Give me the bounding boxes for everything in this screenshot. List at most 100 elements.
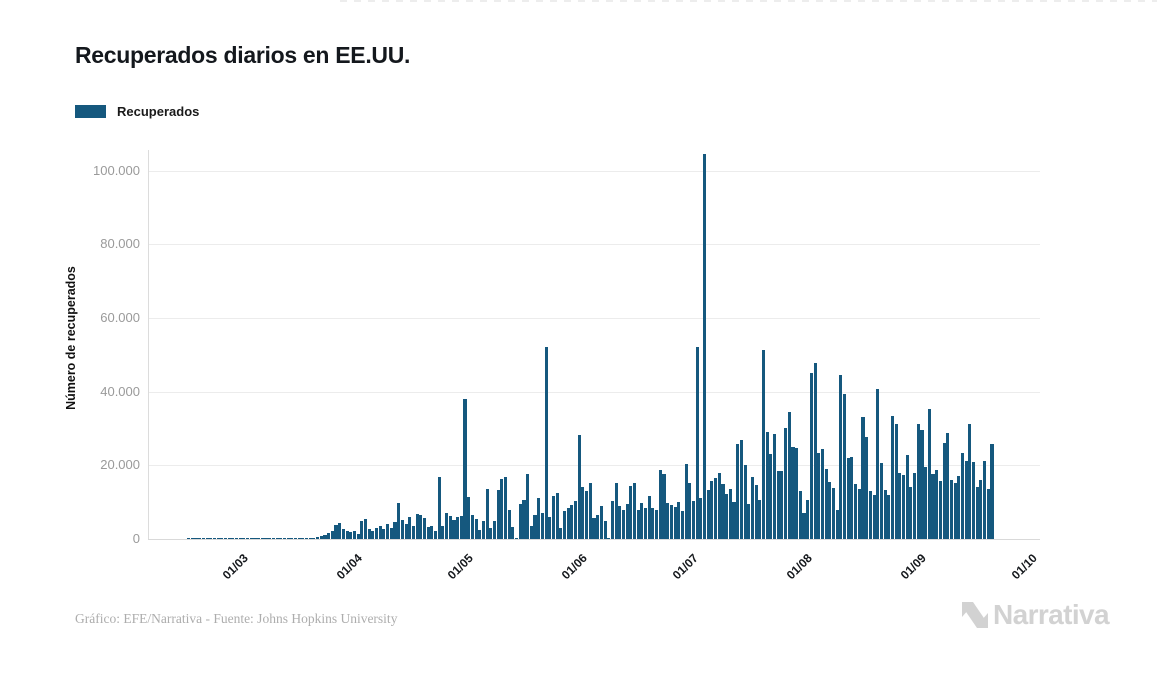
bar xyxy=(865,437,869,539)
bar xyxy=(478,529,482,539)
bar xyxy=(223,538,228,539)
bar xyxy=(894,424,898,539)
bar xyxy=(839,375,843,539)
bar xyxy=(647,496,651,539)
bar xyxy=(695,347,699,539)
bar xyxy=(356,534,360,539)
bar xyxy=(371,530,375,539)
legend-swatch xyxy=(75,105,106,118)
x-tick-label: 01/07 xyxy=(669,551,701,583)
bar xyxy=(964,460,968,539)
bar xyxy=(422,517,427,539)
bar xyxy=(411,525,415,539)
bar xyxy=(360,520,364,539)
bar xyxy=(537,497,541,539)
bar xyxy=(913,472,917,539)
bar xyxy=(614,482,618,539)
bar xyxy=(717,473,721,539)
bar xyxy=(279,538,283,539)
bar xyxy=(437,476,441,539)
bar xyxy=(316,537,320,539)
narrativa-logo: Narrativa xyxy=(960,599,1110,631)
bar xyxy=(898,473,902,539)
bar xyxy=(658,470,662,539)
bar xyxy=(890,415,895,539)
bar xyxy=(824,468,828,539)
bar xyxy=(408,517,412,539)
y-tick-label: 100.000 xyxy=(93,162,140,178)
x-tick-label: 01/06 xyxy=(558,551,590,583)
bar xyxy=(607,537,611,539)
bar xyxy=(618,505,622,539)
bar xyxy=(916,424,920,539)
bar xyxy=(504,477,508,539)
bar xyxy=(341,529,345,539)
legend: Recuperados xyxy=(75,104,199,119)
legend-label: Recuperados xyxy=(117,104,200,119)
bar xyxy=(389,527,393,539)
bar xyxy=(467,496,471,539)
bar xyxy=(338,522,342,539)
bar xyxy=(334,524,338,539)
bar xyxy=(220,538,224,539)
bar xyxy=(680,510,684,539)
bar xyxy=(481,521,485,539)
bar xyxy=(522,499,526,539)
x-tick-label: 01/05 xyxy=(444,551,476,583)
bar xyxy=(784,428,788,539)
x-tick-label: 01/09 xyxy=(897,551,929,583)
bar xyxy=(242,538,246,539)
bar xyxy=(621,509,626,539)
bar xyxy=(791,446,795,539)
bar xyxy=(909,487,913,539)
narrativa-logo-icon xyxy=(960,600,990,630)
bar xyxy=(253,538,257,539)
bar xyxy=(308,537,312,539)
bar xyxy=(463,398,467,539)
bar xyxy=(596,515,600,539)
bar xyxy=(758,500,762,539)
bar xyxy=(728,488,732,539)
bar xyxy=(610,501,614,539)
bar xyxy=(419,515,423,539)
bar xyxy=(246,538,250,539)
bar xyxy=(879,463,883,539)
bar xyxy=(205,538,209,539)
bar xyxy=(275,538,279,539)
bar xyxy=(747,503,751,539)
bar xyxy=(802,513,806,539)
bar xyxy=(588,482,592,539)
bar xyxy=(216,538,220,539)
bar xyxy=(577,435,581,539)
bar xyxy=(968,424,972,539)
bar xyxy=(787,411,791,539)
bar xyxy=(677,501,681,539)
footer-credit: Gráfico: EFE/Narrativa - Fuente: Johns H… xyxy=(75,611,398,626)
bar xyxy=(330,530,334,539)
bar xyxy=(769,454,773,539)
bar xyxy=(688,482,692,539)
bar xyxy=(813,362,817,539)
bar xyxy=(190,538,194,539)
bar xyxy=(327,533,331,539)
bar xyxy=(743,465,747,539)
bar xyxy=(286,538,290,539)
bar xyxy=(235,538,239,539)
bar xyxy=(820,448,824,539)
narrativa-logo-text: Narrativa xyxy=(993,599,1110,630)
bar xyxy=(691,500,696,539)
bar xyxy=(194,538,198,539)
bar xyxy=(489,527,493,539)
bar xyxy=(905,454,909,539)
bar xyxy=(861,417,865,539)
bar xyxy=(942,443,946,539)
bar xyxy=(776,470,780,539)
bar xyxy=(754,485,758,539)
bar xyxy=(625,503,629,539)
bar xyxy=(817,452,821,539)
bar xyxy=(651,508,655,539)
bar xyxy=(876,389,880,539)
bar xyxy=(979,480,983,539)
bar xyxy=(231,538,235,539)
bar xyxy=(960,453,965,539)
